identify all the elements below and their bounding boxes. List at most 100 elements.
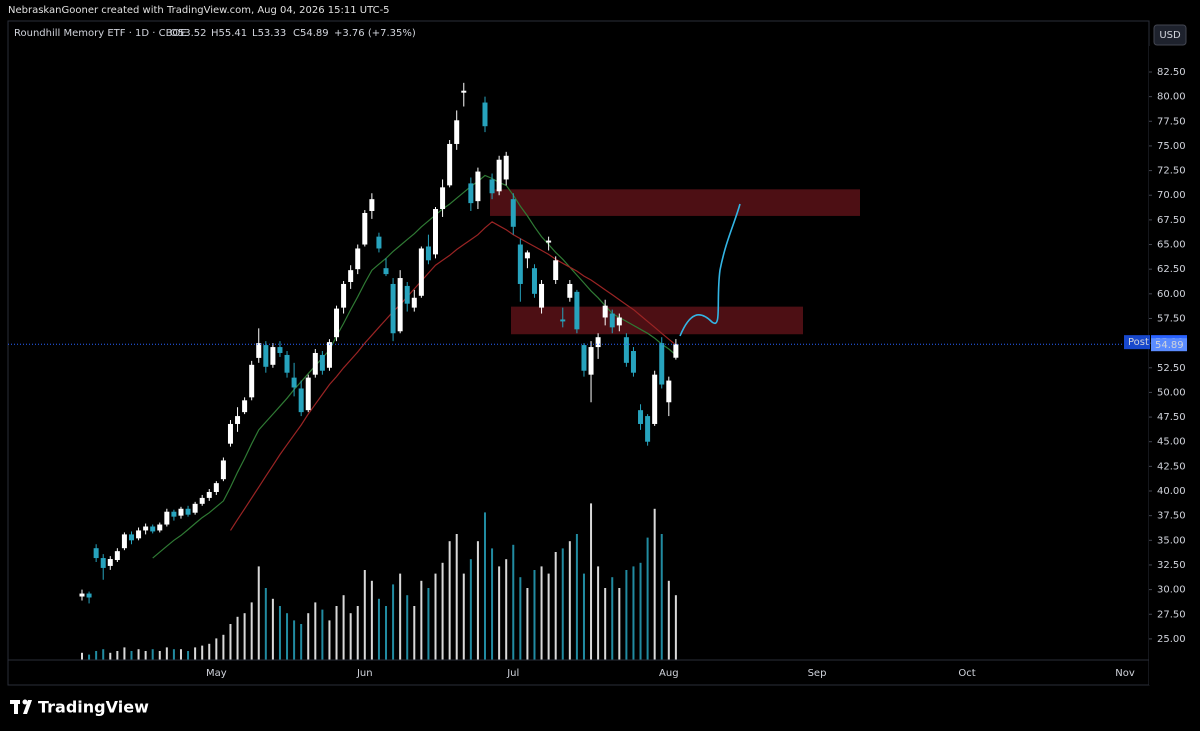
candle-body [531, 268, 537, 294]
currency-button[interactable] [1153, 24, 1187, 46]
volume-bar [321, 609, 324, 660]
candle-body [291, 377, 297, 388]
last-price-tag [1151, 338, 1187, 352]
candle-body [369, 199, 375, 212]
volume-bar [123, 647, 126, 660]
y-tick-label: 25.00 [1157, 634, 1186, 645]
currency[interactable]: USD [1159, 30, 1181, 41]
volume-bar [582, 573, 585, 660]
volume-bar [674, 595, 677, 660]
volume-bar [420, 580, 423, 660]
candle-body [666, 380, 672, 403]
y-tick-label: 30.00 [1157, 585, 1186, 596]
volume-bar [568, 541, 571, 660]
candle-body [503, 155, 509, 180]
volume-bar [434, 573, 437, 660]
volume-bar [187, 651, 190, 660]
volume-bar [271, 598, 274, 660]
y-tick-label: 37.50 [1157, 511, 1186, 522]
logo-mark [14, 704, 18, 714]
candle-body [334, 308, 340, 338]
price-axis [1149, 46, 1200, 685]
volume-bar [575, 534, 578, 660]
candle-body [383, 268, 389, 275]
volume-bar [660, 534, 663, 660]
candle-body [362, 212, 368, 245]
volume-bar [293, 620, 296, 660]
y-tick-label: 67.50 [1157, 215, 1186, 226]
y-tick-label: 27.50 [1157, 609, 1186, 620]
candle-body [150, 526, 156, 532]
volume-bar [604, 588, 607, 660]
candle-body [468, 183, 474, 204]
candle-body [86, 593, 92, 598]
candle-body [524, 252, 530, 259]
candle-body [171, 511, 177, 517]
volume-bar [611, 577, 614, 660]
candle-body [609, 313, 615, 328]
candle-body [227, 423, 233, 444]
candle-body [256, 343, 262, 358]
volume-bar [455, 534, 458, 660]
volume-bar [483, 512, 486, 660]
volume-bar [215, 638, 218, 660]
volume-bar [102, 649, 105, 660]
volume-bar [540, 566, 543, 660]
candle-body [447, 143, 453, 186]
volume-bar [236, 616, 239, 660]
x-tick-label: Jun [356, 668, 373, 679]
volume-bar [646, 537, 649, 660]
y-tick-label: 57.50 [1157, 313, 1186, 324]
candle-body [553, 260, 559, 281]
candle-body [411, 297, 417, 308]
candle-body [546, 240, 552, 243]
legend-value: C54.89 [293, 28, 329, 39]
volume-bar [109, 652, 112, 660]
legend-value: H55.41 [211, 28, 247, 39]
volume-bar [286, 613, 289, 660]
legend-value: O53.52 [170, 28, 207, 39]
candle-body [595, 337, 601, 348]
volume-bar [278, 606, 281, 660]
candle-body [475, 171, 481, 202]
candle-body [581, 345, 587, 371]
candle-body [425, 246, 431, 261]
post-label: Post [1128, 337, 1149, 348]
candle-body [326, 342, 332, 368]
volume-bar [427, 588, 430, 660]
x-tick-label: Nov [1115, 668, 1135, 679]
candle-body [249, 364, 255, 398]
y-tick-label: 47.50 [1157, 412, 1186, 423]
candle-body [277, 347, 283, 353]
volume-bar [526, 588, 529, 660]
symbol: Roundhill Memory ETF · 1D · CBOE [14, 28, 187, 39]
candle-body [270, 347, 276, 365]
volume-bar [172, 649, 175, 660]
volume-bar [625, 570, 628, 660]
candle-body [433, 209, 438, 255]
logo-mark [10, 700, 20, 704]
candle-body [489, 179, 495, 194]
volume-bar [165, 647, 168, 660]
candle-body [623, 337, 629, 363]
volume-bar [413, 606, 416, 660]
volume-bar [639, 562, 642, 660]
candle-body [496, 159, 502, 192]
candle-body [114, 551, 120, 561]
volume-bar [491, 548, 494, 660]
candle-body [440, 187, 446, 210]
volume-bar [377, 598, 380, 660]
candle-body [517, 244, 523, 284]
volume-bar [653, 508, 656, 660]
volume-bar [590, 503, 593, 660]
x-tick-label: Sep [808, 668, 827, 679]
y-tick-label: 70.00 [1157, 190, 1186, 201]
candle-body [630, 351, 636, 373]
candle-body [616, 317, 622, 326]
candle-body [235, 416, 241, 424]
candle-body [602, 305, 608, 318]
candle-body [454, 120, 460, 144]
